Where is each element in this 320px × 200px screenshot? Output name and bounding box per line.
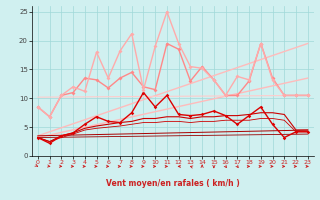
X-axis label: Vent moyen/en rafales ( km/h ): Vent moyen/en rafales ( km/h )	[106, 179, 240, 188]
